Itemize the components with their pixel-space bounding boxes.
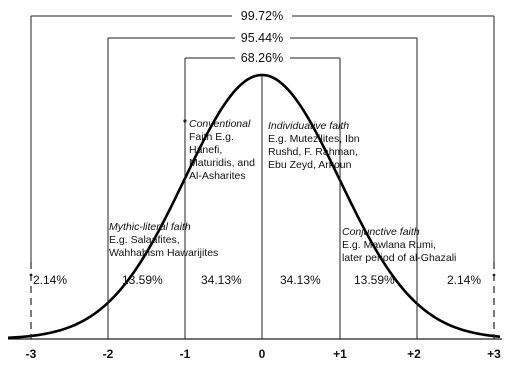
svg-text:later period of al-Ghazali: later period of al-Ghazali [342, 252, 456, 264]
annotation-mythic-literal-faith: Mythic-literal faith E.g. Salaafites, Wa… [109, 221, 218, 259]
tick-plus-3: +3 [487, 347, 501, 361]
bracket-99-label: 99.72% [241, 9, 283, 23]
region-pct-4: 34.13% [280, 273, 321, 287]
svg-text:Hanefi,: Hanefi, [189, 144, 222, 156]
region-pct-1: 2.14% [33, 273, 67, 287]
annotation-conventional-faith: Conventional Faith E.g. Hanefi, Maturidi… [189, 118, 255, 182]
tick-zero: 0 [259, 347, 266, 361]
svg-text:Conventional: Conventional [189, 118, 251, 130]
region-pct-3: 34.13% [201, 273, 242, 287]
annotation-individuative-faith: Individuative faith E.g. Mutezilites, Ib… [268, 120, 360, 171]
svg-text:Faith E.g.: Faith E.g. [189, 131, 234, 143]
svg-text:Mythic-literal faith: Mythic-literal faith [109, 221, 191, 233]
annotation-conjunctive-faith: Conjunctive faith E.g. Mawlana Rumi, lat… [342, 226, 456, 264]
svg-text:E.g. Mutezilites, Ibn: E.g. Mutezilites, Ibn [268, 133, 360, 145]
svg-text:E.g. Salaafites,: E.g. Salaafites, [109, 234, 180, 246]
svg-text:Wahhabism Hawarijites: Wahhabism Hawarijites [109, 247, 218, 259]
tick-plus-2: +2 [407, 347, 421, 361]
svg-text:Maturidis, and: Maturidis, and [189, 157, 255, 169]
bell-curve [7, 73, 501, 340]
svg-text:Ebu Zeyd, Arkoun: Ebu Zeyd, Arkoun [268, 159, 352, 171]
marker-minus-3 [29, 273, 33, 277]
bracket-95-label: 95.44% [241, 31, 283, 45]
tick-minus-2: -2 [103, 347, 114, 361]
svg-text:E.g. Mawlana Rumi,: E.g. Mawlana Rumi, [342, 239, 436, 251]
region-pct-5: 13.59% [354, 273, 395, 287]
svg-text:Al-Asharites: Al-Asharites [189, 170, 246, 182]
svg-text:Individuative faith: Individuative faith [268, 120, 349, 132]
marker-plus-3 [492, 273, 496, 277]
conventional-marker [183, 119, 187, 123]
tick-minus-3: -3 [26, 347, 37, 361]
svg-text:Conjunctive faith: Conjunctive faith [342, 226, 420, 238]
region-pct-2: 13.59% [122, 273, 163, 287]
bracket-68-label: 68.26% [241, 51, 283, 65]
svg-text:Rushd, F. Rahman,: Rushd, F. Rahman, [268, 146, 358, 158]
region-pct-6: 2.14% [447, 273, 481, 287]
tick-minus-1: -1 [180, 347, 191, 361]
tick-plus-1: +1 [333, 347, 347, 361]
